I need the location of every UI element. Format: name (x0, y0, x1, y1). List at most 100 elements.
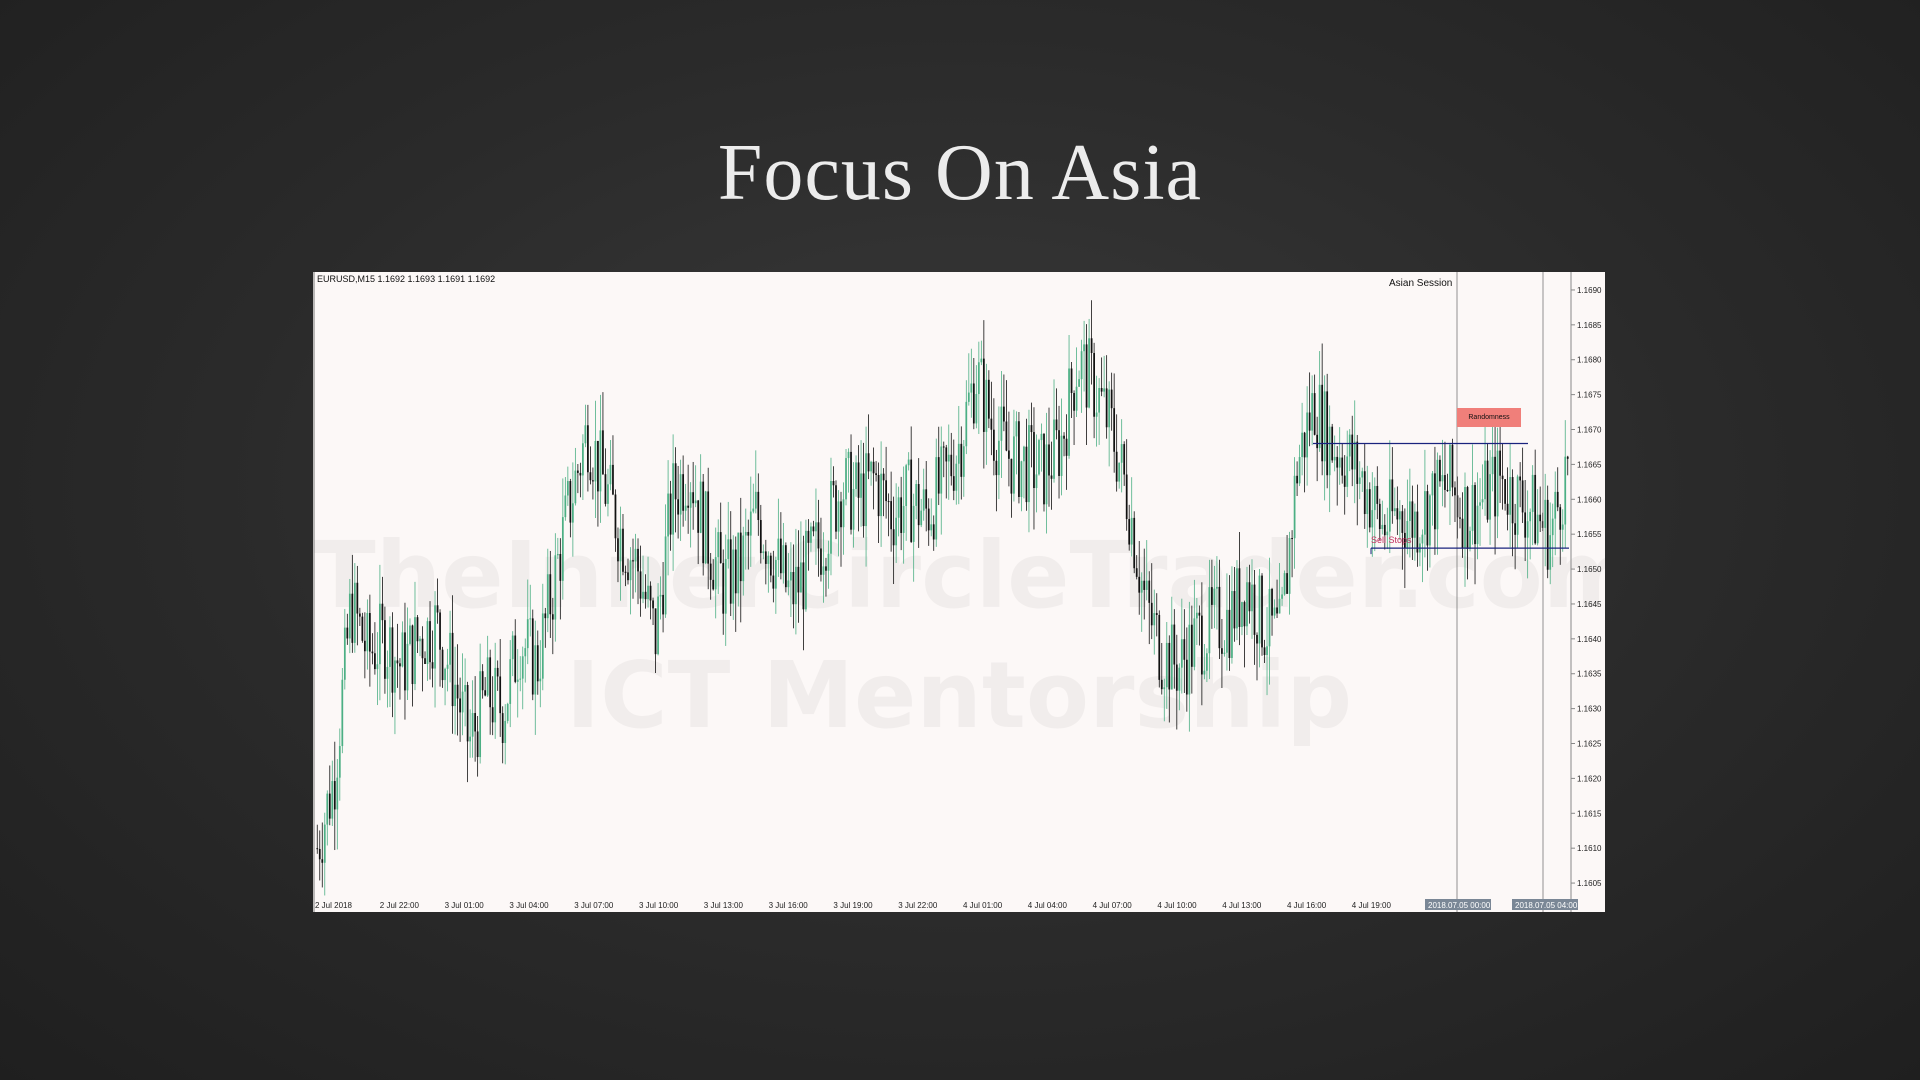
candle-body (464, 685, 466, 692)
candle-body (366, 613, 369, 652)
randomness-label: Randomness (1457, 408, 1521, 427)
candle-body (1165, 642, 1168, 688)
candle-body (694, 500, 697, 504)
candle-body (1358, 477, 1361, 484)
candle-body (782, 545, 785, 574)
candle-body (1549, 535, 1552, 570)
candle-body (1464, 487, 1466, 549)
candle-body (1063, 435, 1065, 439)
candle-body (496, 667, 499, 677)
candle-body (1155, 613, 1158, 615)
candle-body (1175, 664, 1178, 691)
sell-stops-label: Sell Stops (1371, 535, 1412, 545)
candle-body (764, 551, 767, 564)
candle-body (702, 481, 705, 564)
candle-body (762, 551, 765, 554)
candle-body (459, 698, 461, 713)
candle-body (952, 476, 955, 491)
candle-body (865, 453, 867, 527)
candle-body (872, 461, 875, 474)
candle-body (1388, 479, 1391, 532)
candle-body (574, 470, 577, 504)
candle-body (348, 593, 351, 639)
y-tick-label: 1.1660 (1577, 495, 1602, 504)
candle-body (1311, 393, 1314, 431)
candle-body (727, 539, 730, 559)
candle-body (1529, 511, 1532, 522)
candle-body (622, 528, 624, 572)
x-tick-label: 4 Jul 10:00 (1157, 901, 1197, 910)
candle-body (471, 713, 474, 737)
candle-body (1055, 419, 1058, 431)
candle-body (1531, 474, 1534, 512)
x-tick-label: 4 Jul 04:00 (1028, 901, 1068, 910)
candle-body (1198, 612, 1201, 616)
candle-body (1559, 507, 1562, 530)
candle-body (1516, 476, 1519, 535)
candle-body (353, 582, 356, 643)
candle-body (1173, 624, 1176, 665)
candle-body (817, 522, 820, 549)
y-tick-label: 1.1680 (1577, 356, 1602, 365)
candle-body (531, 618, 534, 695)
candle-body (1398, 511, 1401, 520)
candle-body (1206, 653, 1208, 671)
candle-body (1544, 499, 1547, 528)
candle-body (466, 685, 469, 742)
y-tick-label: 1.1645 (1577, 600, 1602, 609)
candle-body (381, 603, 384, 621)
candle-body (1506, 503, 1509, 515)
candle-body (1306, 412, 1309, 458)
candle-body (534, 645, 537, 695)
candle-body (1336, 456, 1339, 468)
candle-body (754, 491, 757, 509)
candle-body (316, 848, 319, 850)
candle-body (1120, 444, 1123, 463)
price-chart[interactable]: TheInnerCircleTrader.com ICT Mentorship … (313, 272, 1605, 912)
candle-body (614, 494, 617, 539)
candle-body (1068, 368, 1070, 456)
candle-body (602, 430, 604, 475)
candle-body (584, 425, 587, 444)
chart-plot[interactable]: 1.1690 1.1685 1.1680 1.1675 1.1670 1.1665 1.16… (313, 272, 1605, 912)
candle-body (1100, 388, 1103, 392)
candle-body (1378, 503, 1381, 529)
y-tick-label: 1.1625 (1577, 740, 1602, 749)
candle-body (1486, 460, 1489, 520)
candle-body (1479, 502, 1481, 506)
candle-body (790, 572, 792, 581)
candle-body (421, 638, 424, 659)
candle-body (955, 463, 958, 491)
candle-body (920, 510, 923, 526)
candle-body (338, 746, 341, 778)
candle-body (409, 625, 411, 644)
candle-body (897, 497, 900, 518)
candle-body (1396, 508, 1399, 520)
candle-body (506, 703, 509, 721)
candle-body (1459, 517, 1461, 519)
candle-body (1015, 421, 1018, 437)
candle-body (769, 555, 772, 576)
candle-body (1258, 575, 1261, 644)
candle-body (1316, 434, 1319, 449)
candle-body (536, 645, 539, 682)
candle-body (1158, 614, 1161, 680)
x-tick-label: 4 Jul 07:00 (1093, 901, 1133, 910)
candle-body (647, 585, 649, 600)
candle-body (752, 508, 755, 512)
candle-body (1200, 615, 1203, 675)
candle-body (1148, 580, 1151, 603)
candle-body (1123, 444, 1126, 475)
candle-body (707, 491, 710, 564)
candle-body (509, 659, 512, 704)
candle-body (461, 691, 464, 713)
candle-body (384, 620, 386, 679)
candle-body (1288, 538, 1291, 594)
candle-body (358, 613, 361, 617)
candle-body (1090, 338, 1093, 353)
candle-body (434, 605, 436, 669)
candle-body (592, 480, 594, 482)
candle-body (815, 522, 817, 532)
y-tick-label: 1.1685 (1577, 321, 1602, 330)
candle-body (1323, 391, 1326, 462)
